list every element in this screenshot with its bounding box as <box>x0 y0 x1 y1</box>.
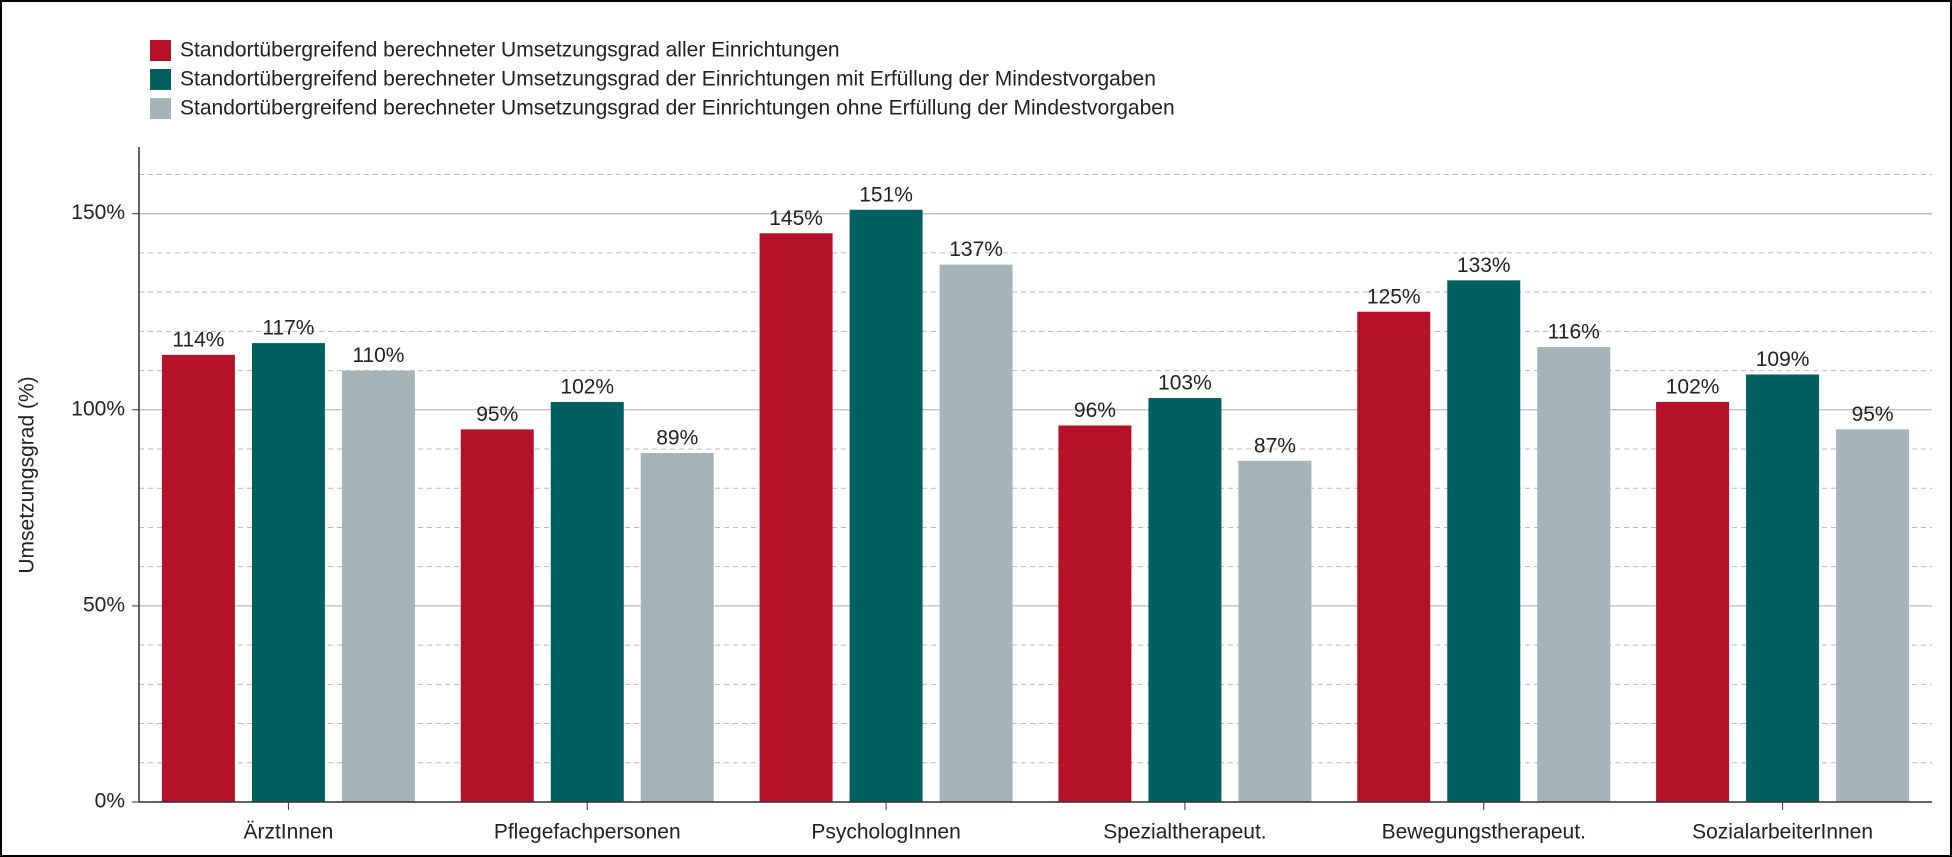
bar <box>1656 401 1730 802</box>
bar <box>1447 280 1521 803</box>
x-tick-label: ÄrztInnen <box>243 821 333 844</box>
legend-swatch <box>150 40 171 61</box>
value-label: 133% <box>1457 254 1511 277</box>
value-label: 95% <box>476 403 518 426</box>
legend-label: Standortübergreifend berechneter Umsetzu… <box>180 68 1156 91</box>
value-label: 95% <box>1852 403 1894 426</box>
value-label: 102% <box>1666 375 1720 398</box>
value-label: 110% <box>352 344 404 367</box>
bar <box>550 401 624 802</box>
value-label: 87% <box>1254 434 1296 457</box>
value-label: 103% <box>1158 372 1212 395</box>
value-label: 102% <box>560 375 614 398</box>
bar <box>1148 398 1222 802</box>
bar <box>251 343 325 802</box>
bar <box>640 452 714 802</box>
bar <box>1746 374 1820 802</box>
bar <box>1836 429 1910 802</box>
legend-swatch <box>150 69 171 90</box>
value-label: 137% <box>949 238 1003 261</box>
legend-label: Standortübergreifend berechneter Umsetzu… <box>180 97 1175 120</box>
y-tick-label: 100% <box>71 397 125 420</box>
bar <box>759 233 833 803</box>
x-tick-label: Bewegungstherapeut. <box>1382 821 1586 844</box>
value-label: 89% <box>656 426 698 449</box>
y-axis-label: Umsetzungsgrad (%) <box>16 376 39 573</box>
y-tick-label: 150% <box>71 201 125 224</box>
x-tick-label: Pflegefachpersonen <box>494 821 681 844</box>
bar <box>460 429 534 802</box>
value-label: 96% <box>1074 399 1116 422</box>
value-label: 125% <box>1367 285 1421 308</box>
value-label: 116% <box>1548 321 1600 344</box>
value-label: 151% <box>859 183 913 206</box>
bar <box>1537 347 1611 802</box>
bar <box>161 354 235 802</box>
bar <box>939 264 1013 802</box>
bar <box>341 370 415 802</box>
x-tick-label: PsychologInnen <box>811 821 960 844</box>
y-tick-label: 0% <box>95 790 125 813</box>
value-label: 109% <box>1756 348 1810 371</box>
bar <box>1238 460 1312 802</box>
bar <box>1357 311 1431 802</box>
value-label: 145% <box>769 207 823 230</box>
bar <box>1058 425 1132 802</box>
bar <box>849 209 923 802</box>
x-tick-label: Spezialtherapeut. <box>1103 821 1266 844</box>
legend-swatch <box>150 98 171 119</box>
x-tick-label: SozialarbeiterInnen <box>1692 821 1873 844</box>
value-label: 114% <box>172 328 224 351</box>
value-label: 117% <box>262 317 314 340</box>
y-tick-label: 50% <box>83 593 125 616</box>
legend-label: Standortübergreifend berechneter Umsetzu… <box>180 39 840 62</box>
